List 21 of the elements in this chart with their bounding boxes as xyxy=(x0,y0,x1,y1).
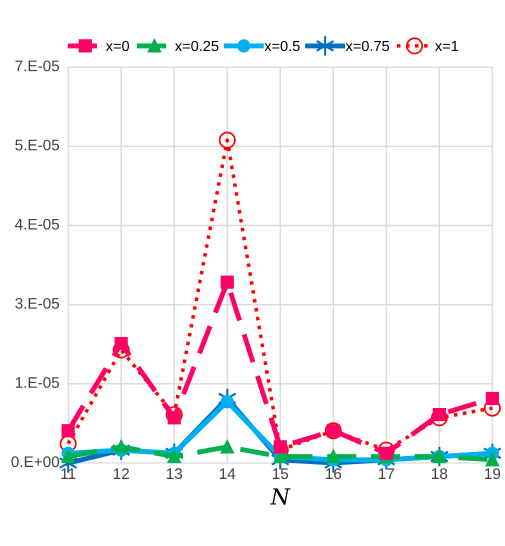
x-tick-label: 17 xyxy=(378,468,394,479)
text: 7.E-05 xyxy=(15,60,60,72)
x-axis-title: N xyxy=(270,488,291,505)
x-tick-label: 18 xyxy=(432,468,448,480)
legend-label: x=1 xyxy=(435,40,458,52)
x-tick-label: 11 xyxy=(61,468,76,479)
legend-label: x=0.5 xyxy=(264,40,300,52)
text: 0.E+00 xyxy=(11,456,60,468)
x-tick-label: 19 xyxy=(485,468,500,480)
text: 4.E-05 xyxy=(15,218,60,230)
legend-label: x=0.75 xyxy=(346,40,390,52)
legend-label: x=0 xyxy=(106,40,130,52)
x-tick-label: 14 xyxy=(220,468,236,479)
text: 1.E-05 xyxy=(16,377,60,388)
text: 3.E-05 xyxy=(15,298,60,309)
x-tick-label: 13 xyxy=(166,468,182,480)
text: 5.E-05 xyxy=(15,140,60,150)
x-tick-label: 16 xyxy=(326,468,342,480)
legend-label: x=0.25 xyxy=(174,40,218,52)
x-tick-label: 12 xyxy=(114,468,129,479)
x-tick-label: 15 xyxy=(272,468,288,480)
